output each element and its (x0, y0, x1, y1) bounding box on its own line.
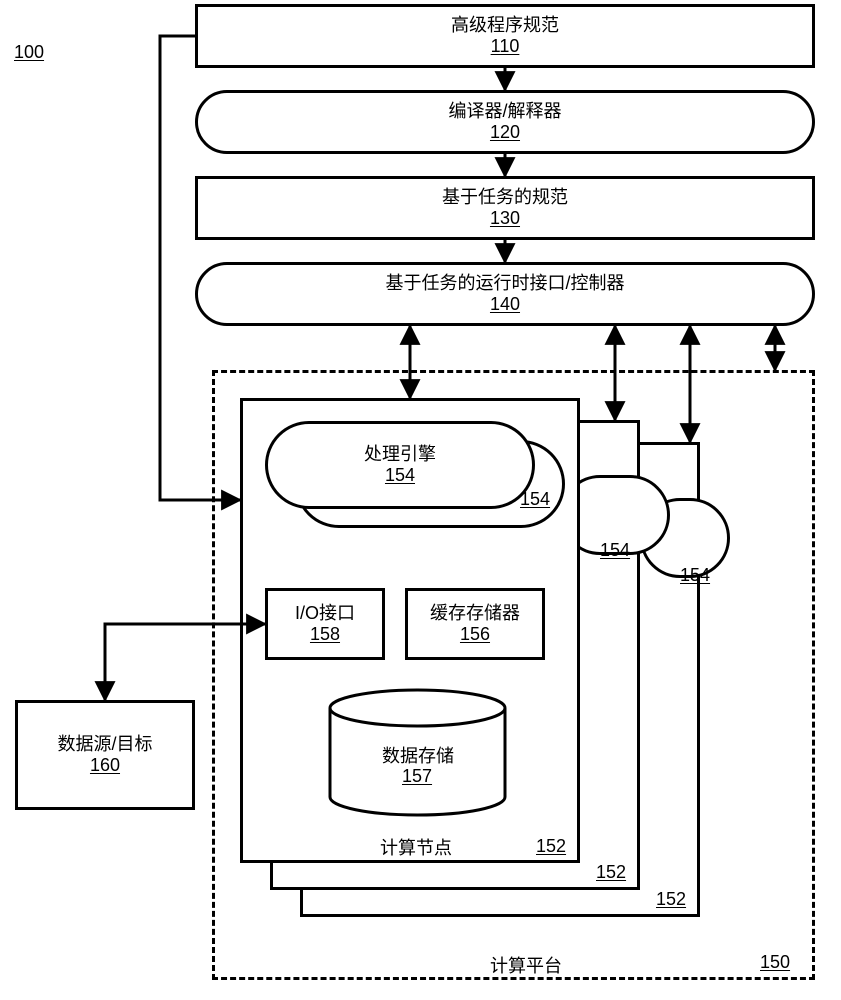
compute-node-shadow-1-ref: 152 (596, 862, 626, 883)
block-120: 编译器/解释器 120 (195, 90, 815, 154)
engine-shadow-3-ref: 154 (680, 565, 710, 586)
block-157-label: 数据存储 (382, 742, 454, 768)
engine-shadow-2-ref: 154 (600, 540, 630, 561)
block-130-label: 基于任务的规范 (442, 187, 568, 209)
platform-ref: 150 (760, 952, 790, 973)
compute-node-shadow-2-ref: 152 (656, 889, 686, 910)
compute-node-label: 计算节点 (380, 834, 452, 860)
block-160-ref: 160 (90, 755, 120, 776)
block-158: I/O接口 158 (265, 588, 385, 660)
block-160-label: 数据源/目标 (57, 734, 152, 756)
block-110-label: 高级程序规范 (451, 15, 559, 37)
block-156-label: 缓存存储器 (430, 603, 520, 625)
block-140-label: 基于任务的运行时接口/控制器 (386, 273, 625, 295)
diagram-canvas: 100 高级程序规范 110 编译器/解释器 120 基于任务的规范 130 基… (0, 0, 841, 1000)
block-140: 基于任务的运行时接口/控制器 140 (195, 262, 815, 326)
block-130: 基于任务的规范 130 (195, 176, 815, 240)
block-154-main: 处理引擎 154 (265, 421, 535, 509)
block-110: 高级程序规范 110 (195, 4, 815, 68)
block-120-label: 编译器/解释器 (448, 101, 561, 123)
block-154-label: 处理引擎 (364, 444, 436, 466)
block-154-ref: 154 (385, 465, 415, 486)
block-156: 缓存存储器 156 (405, 588, 545, 660)
block-120-ref: 120 (490, 122, 520, 143)
block-140-ref: 140 (490, 294, 520, 315)
block-157-ref: 157 (402, 766, 432, 787)
block-158-ref: 158 (310, 624, 340, 645)
compute-node-main-ref: 152 (536, 836, 566, 857)
block-158-label: I/O接口 (295, 603, 355, 625)
block-156-ref: 156 (460, 624, 490, 645)
block-130-ref: 130 (490, 208, 520, 229)
block-160: 数据源/目标 160 (15, 700, 195, 810)
platform-label: 计算平台 (490, 952, 562, 978)
system-ref: 100 (14, 42, 44, 63)
block-110-ref: 110 (491, 36, 520, 57)
